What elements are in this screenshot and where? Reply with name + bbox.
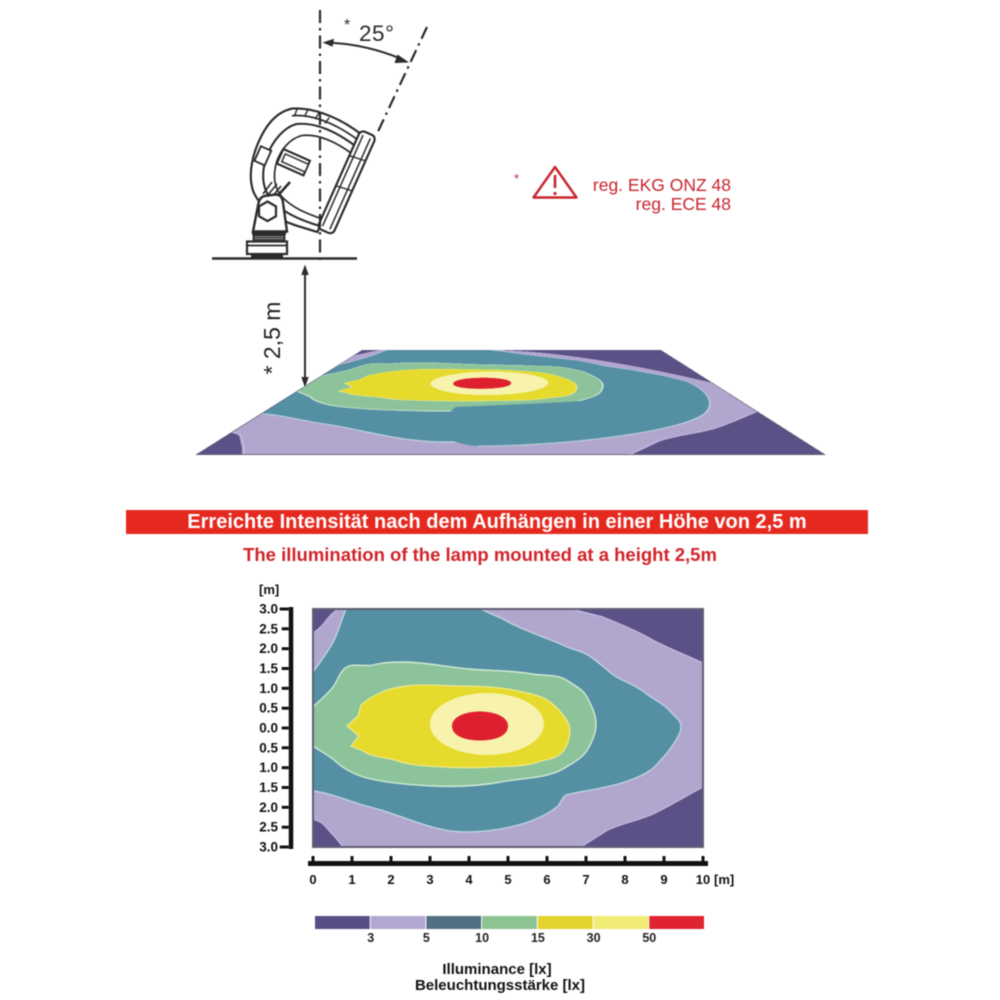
svg-text:Erreichte Intensität nach dem: Erreichte Intensität nach dem Aufhängen … [187, 511, 806, 533]
svg-text:5: 5 [504, 872, 511, 887]
svg-text:4: 4 [465, 872, 473, 887]
svg-text:*: * [514, 171, 519, 186]
svg-text:30: 30 [587, 931, 601, 945]
svg-text:* 2,5 m: * 2,5 m [259, 302, 285, 375]
svg-text:*: * [344, 17, 350, 34]
svg-text:[m]: [m] [259, 582, 279, 597]
svg-text:Beleuchtungsstärke [lx]: Beleuchtungsstärke [lx] [415, 977, 585, 994]
svg-text:0.0: 0.0 [259, 721, 278, 736]
svg-text:Illuminance [lx]: Illuminance [lx] [442, 961, 551, 978]
svg-text:25°: 25° [359, 21, 395, 46]
svg-text:1: 1 [348, 872, 355, 887]
svg-text:2.5: 2.5 [259, 820, 278, 835]
svg-text:8: 8 [621, 872, 628, 887]
svg-text:9: 9 [660, 872, 667, 887]
svg-text:10: 10 [475, 931, 489, 945]
svg-text:[m]: [m] [714, 872, 734, 887]
svg-text:1.0: 1.0 [259, 760, 278, 775]
svg-text:reg. ECE 48: reg. ECE 48 [636, 194, 731, 214]
svg-text:3: 3 [367, 931, 374, 945]
svg-text:5: 5 [423, 931, 430, 945]
svg-text:3.0: 3.0 [259, 840, 278, 855]
svg-text:3: 3 [426, 872, 433, 887]
svg-text:15: 15 [531, 931, 545, 945]
svg-text:6: 6 [543, 872, 550, 887]
svg-text:2.0: 2.0 [259, 800, 278, 815]
svg-text:The illumination of the lamp m: The illumination of the lamp mounted at … [243, 544, 717, 565]
svg-text:1.0: 1.0 [259, 681, 278, 696]
svg-text:1.5: 1.5 [259, 780, 278, 795]
svg-text:50: 50 [642, 931, 656, 945]
svg-text:3.0: 3.0 [259, 602, 278, 617]
svg-text:0.5: 0.5 [259, 740, 278, 755]
svg-text:reg. EKG ONZ 48: reg. EKG ONZ 48 [593, 175, 731, 195]
svg-text:7: 7 [582, 872, 589, 887]
svg-text:2.5: 2.5 [259, 621, 278, 636]
svg-text:2.0: 2.0 [259, 641, 278, 656]
svg-text:1.5: 1.5 [259, 661, 278, 676]
svg-text:10: 10 [696, 872, 710, 887]
svg-text:0.5: 0.5 [259, 701, 278, 716]
svg-text:0: 0 [309, 872, 316, 887]
svg-text:2: 2 [387, 872, 394, 887]
